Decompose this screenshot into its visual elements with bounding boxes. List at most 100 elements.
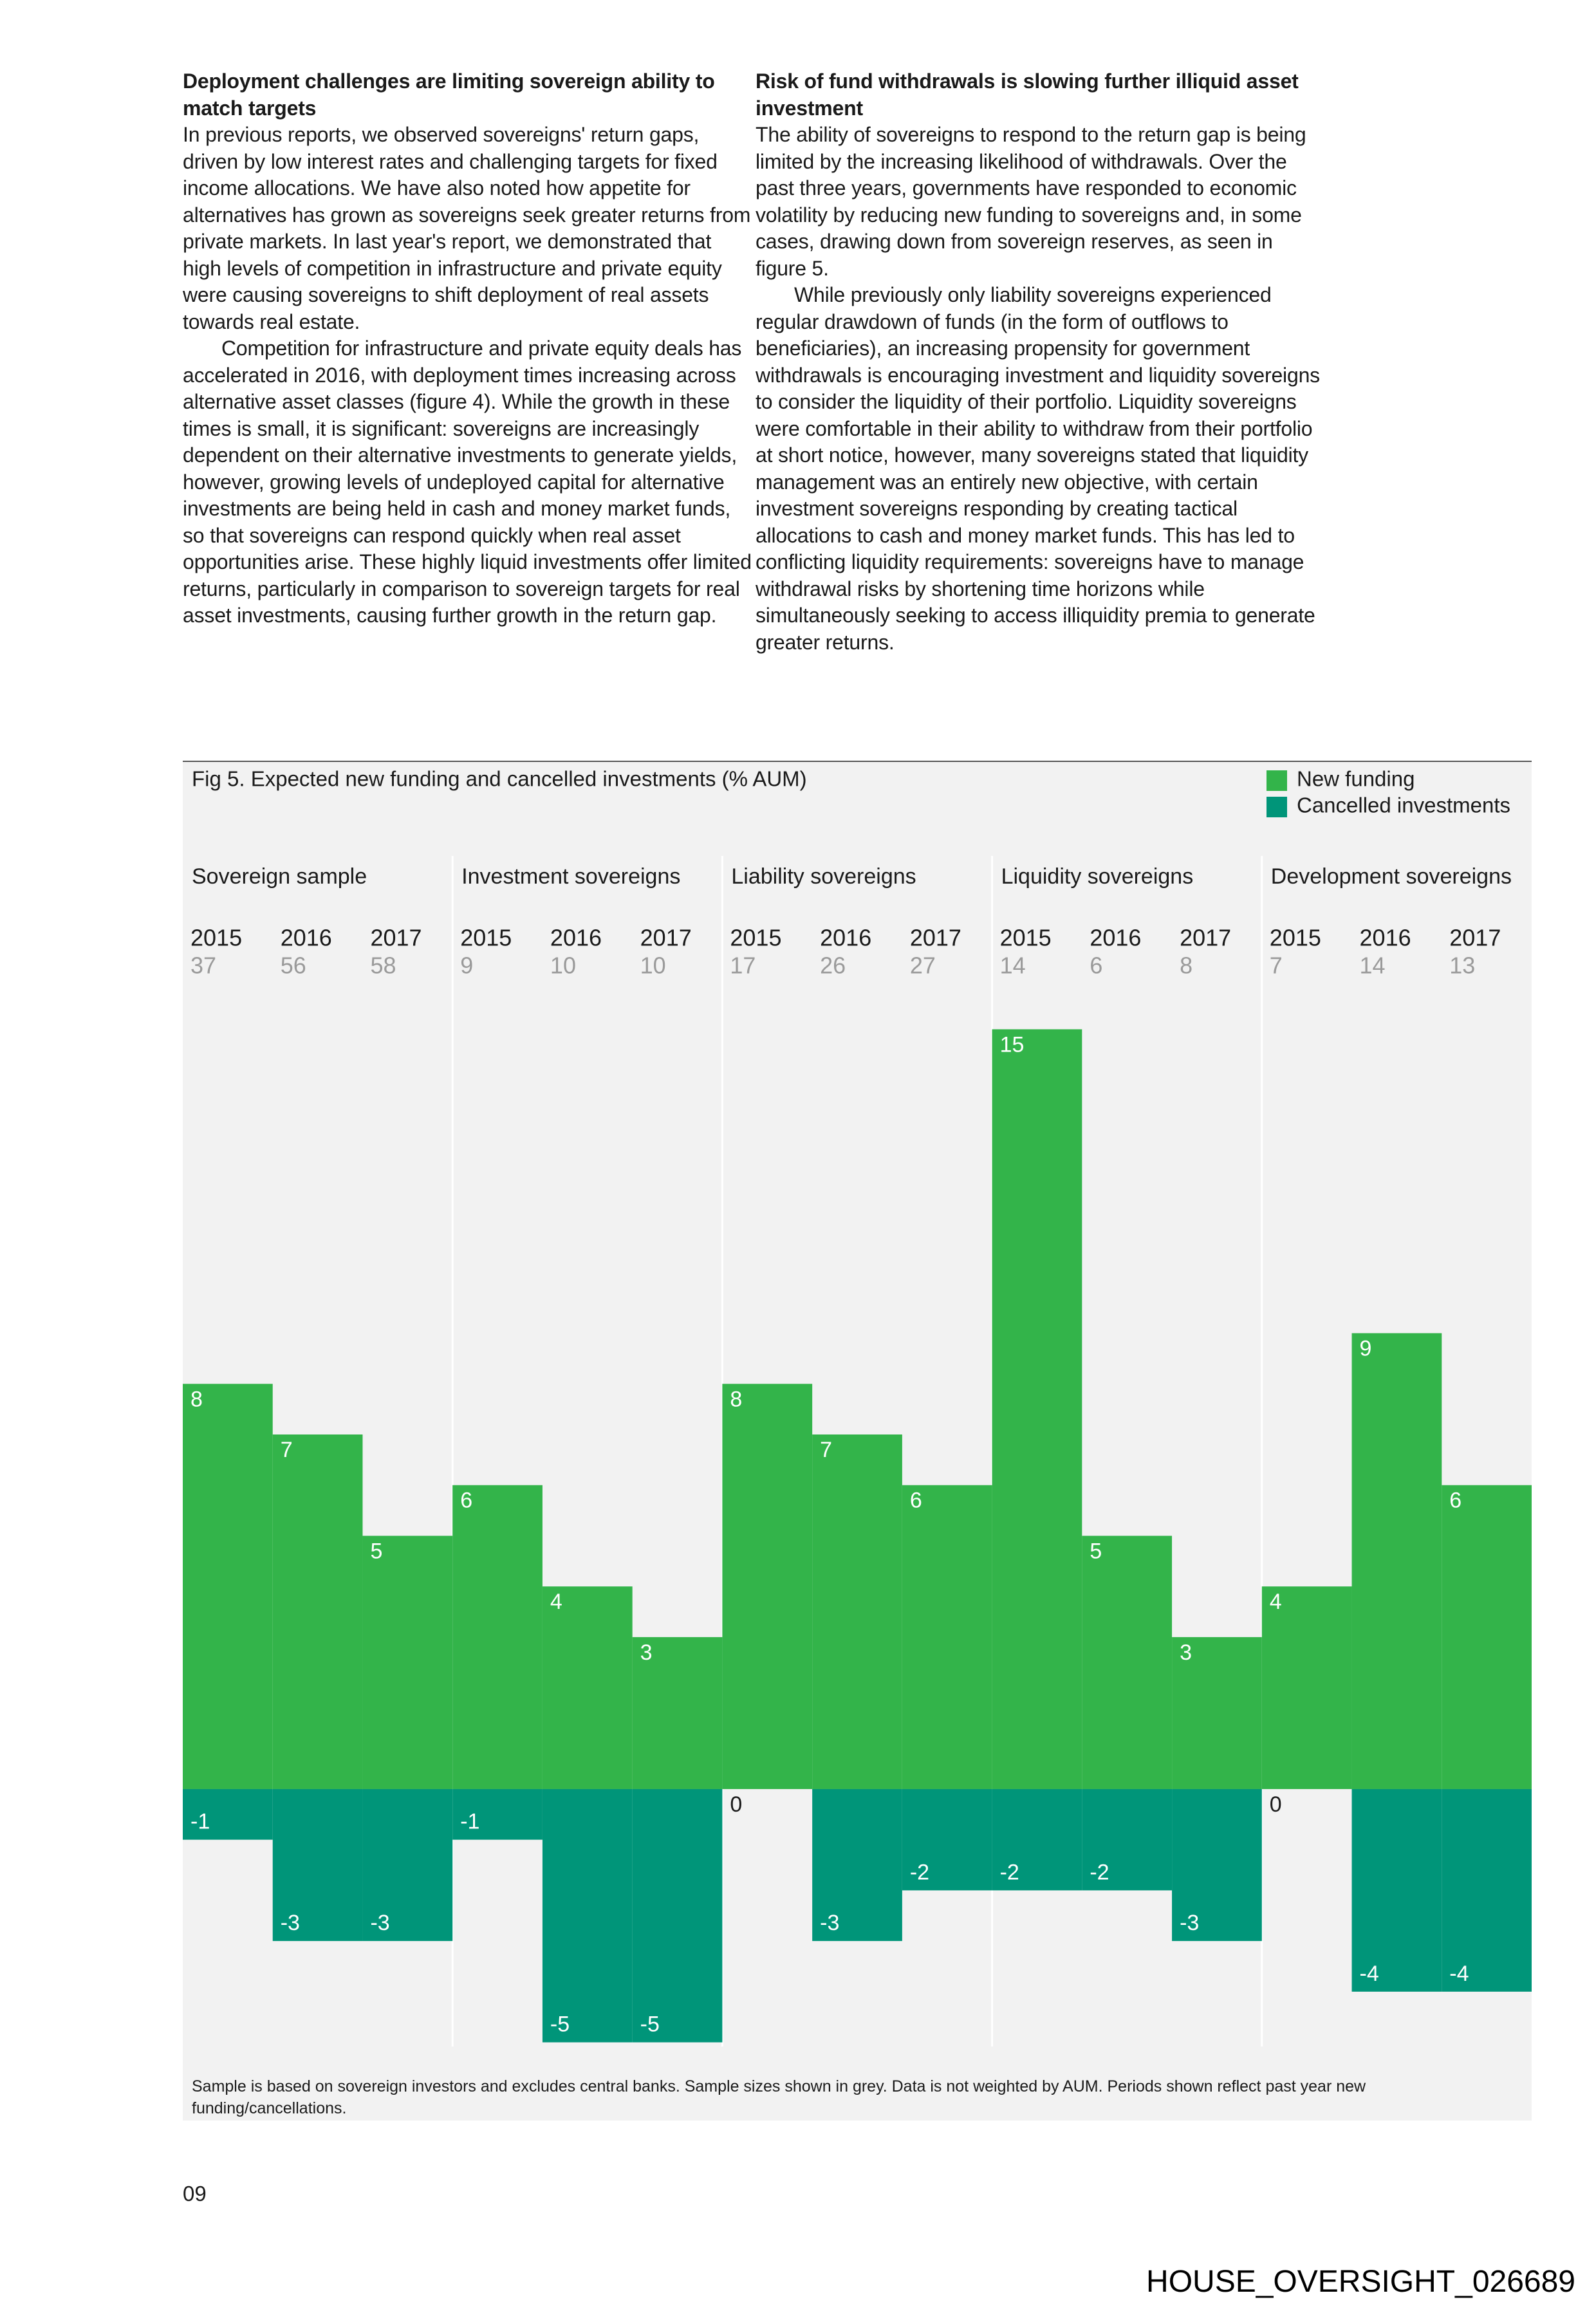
sample-size: 17: [730, 952, 756, 979]
value-label: 4: [1270, 1590, 1282, 1614]
bar: [452, 1788, 543, 1840]
sample-size: 14: [1360, 952, 1386, 979]
value-label: 5: [1090, 1539, 1102, 1563]
value-label: 3: [640, 1640, 653, 1665]
value-label: -2: [1090, 1860, 1109, 1884]
value-label: 8: [190, 1387, 203, 1411]
bar: [812, 1434, 902, 1789]
bar: [1082, 1788, 1173, 1891]
bar: [632, 1637, 723, 1789]
category-label: 2017: [640, 925, 692, 951]
legend-swatch: [1267, 797, 1287, 817]
paragraph: While previously only liability sovereig…: [756, 283, 1320, 654]
bar: [992, 1029, 1082, 1789]
right-column: Risk of fund withdrawals is slowing furt…: [756, 68, 1325, 656]
bar: [632, 1788, 723, 2043]
sample-size: 58: [370, 952, 396, 979]
bar: [1442, 1485, 1532, 1789]
sample-size: 9: [460, 952, 473, 979]
category-label: 2017: [370, 925, 422, 951]
category-label: 2016: [1360, 925, 1411, 951]
value-label: -4: [1449, 1962, 1469, 1986]
sample-size: 10: [550, 952, 576, 979]
legend-label: New funding: [1297, 767, 1415, 791]
value-label: 8: [730, 1387, 742, 1411]
sample-size: 56: [281, 952, 306, 979]
bar: [362, 1788, 453, 1942]
category-label: 2015: [1270, 925, 1321, 951]
sample-size: 6: [1090, 952, 1102, 979]
bar: [272, 1788, 363, 1942]
bar: [452, 1485, 543, 1789]
value-label: 15: [1000, 1032, 1025, 1057]
bar: [1082, 1536, 1173, 1789]
value-label: -2: [910, 1860, 929, 1884]
sample-size: 7: [1270, 952, 1283, 979]
sample-size: 10: [640, 952, 666, 979]
heading: Deployment challenges are limiting sover…: [183, 70, 715, 120]
value-label: 0: [730, 1792, 742, 1817]
bar: [1172, 1637, 1262, 1789]
bar: [1172, 1788, 1262, 1942]
footnote: Sample is based on sovereign investors a…: [192, 2077, 1366, 2117]
bar: [902, 1485, 992, 1789]
group-label: Liquidity sovereigns: [1001, 864, 1194, 889]
chart-title: Fig 5. Expected new funding and cancelle…: [192, 767, 807, 791]
legend-swatch: [1267, 770, 1287, 791]
value-label: -1: [460, 1810, 479, 1834]
category-label: 2016: [1090, 925, 1141, 951]
sample-size: 27: [910, 952, 936, 979]
category-label: 2016: [281, 925, 332, 951]
bar: [902, 1788, 992, 1891]
category-label: 2017: [1449, 925, 1501, 951]
bar: [183, 1384, 273, 1789]
value-label: 4: [550, 1590, 562, 1614]
sample-size: 14: [1000, 952, 1026, 979]
group-label: Liability sovereigns: [731, 864, 916, 889]
group-label: Development sovereigns: [1271, 864, 1512, 889]
category-label: 2015: [190, 925, 242, 951]
category-label: 2017: [1180, 925, 1231, 951]
category-label: 2017: [910, 925, 961, 951]
paragraph: In previous reports, we observed soverei…: [183, 123, 751, 333]
bar: [812, 1788, 902, 1942]
category-label: 2016: [550, 925, 602, 951]
bar: [362, 1536, 453, 1789]
footer-id: HOUSE_OVERSIGHT_026689: [1146, 2265, 1575, 2299]
value-label: 5: [370, 1539, 382, 1563]
bar: [272, 1434, 363, 1789]
value-label: -3: [370, 1911, 389, 1935]
value-label: -2: [1000, 1860, 1019, 1884]
heading: Risk of fund withdrawals is slowing furt…: [756, 70, 1299, 120]
category-label: 2015: [1000, 925, 1052, 951]
left-column: Deployment challenges are limiting sover…: [183, 68, 752, 629]
group-label: Investment sovereigns: [461, 864, 680, 889]
sample-size: 26: [820, 952, 846, 979]
value-label: -5: [550, 2012, 570, 2036]
value-label: 6: [1449, 1489, 1461, 1513]
bar: [1442, 1788, 1532, 1992]
sample-size: 37: [190, 952, 216, 979]
value-label: -3: [1180, 1911, 1199, 1935]
value-label: 0: [1270, 1792, 1282, 1817]
value-label: 6: [910, 1489, 922, 1513]
bar: [992, 1788, 1082, 1891]
value-label: 6: [460, 1489, 472, 1513]
value-label: -3: [820, 1911, 839, 1935]
value-label: 7: [281, 1438, 293, 1462]
page-number: 09: [183, 2182, 207, 2205]
bar: [183, 1788, 273, 1840]
sample-size: 13: [1449, 952, 1475, 979]
paragraph: Competition for infrastructure and priva…: [183, 337, 752, 627]
bar: [542, 1586, 633, 1789]
value-label: -3: [281, 1911, 300, 1935]
paragraph: The ability of sovereigns to respond to …: [756, 123, 1306, 280]
value-label: 9: [1360, 1337, 1372, 1361]
bar: [1261, 1586, 1352, 1789]
category-label: 2015: [460, 925, 512, 951]
bar: [1351, 1333, 1442, 1789]
legend-label: Cancelled investments: [1297, 794, 1510, 817]
category-label: 2016: [820, 925, 871, 951]
value-label: -1: [190, 1810, 210, 1834]
